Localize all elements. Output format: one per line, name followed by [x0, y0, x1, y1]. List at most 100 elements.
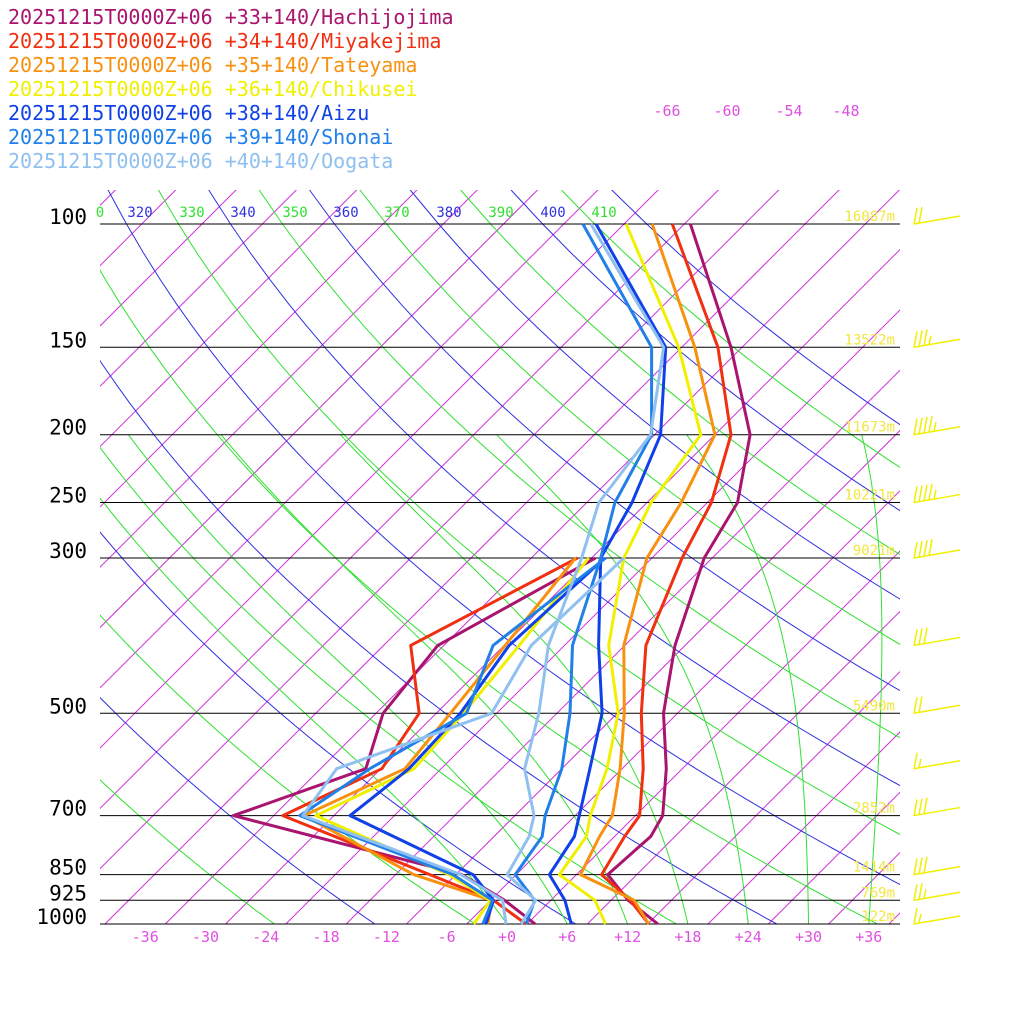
temperature-tick-label: -24	[252, 928, 279, 946]
height-label: 9021m	[853, 543, 895, 559]
temperature-tick-label: +30	[795, 928, 822, 946]
temperature-tick-label: +6	[558, 928, 576, 946]
pressure-label: 500	[49, 694, 87, 718]
isotherm-line	[345, 369, 900, 924]
temperature-tick-label: +0	[498, 928, 516, 946]
moist-adiabat-line	[340, 434, 689, 924]
moist-adiabat-line	[686, 434, 809, 924]
wind-barb	[913, 752, 961, 770]
legend-entry: 20251215T0000Z+06 +39+140/Shonai	[8, 125, 393, 149]
adiabat-line	[100, 269, 879, 924]
temperature-tick-label: -36	[132, 928, 159, 946]
adiabat-line	[208, 190, 900, 787]
theta-label: 410	[591, 205, 616, 221]
upper-temperature-label: -66	[653, 102, 680, 120]
wind-barb	[913, 856, 961, 876]
upper-temperature-label: -60	[713, 102, 740, 120]
theta-labels: 0 320 330 340 350 360 370 380 390 400 410	[96, 205, 617, 221]
upper-temperature-label: -54	[775, 102, 802, 120]
wind-barb	[913, 329, 961, 349]
isotherm-line	[100, 190, 478, 568]
isotherm-line	[285, 309, 900, 924]
isotherm-line	[100, 190, 659, 749]
moist-adiabat-line	[496, 434, 749, 924]
wind-barb	[913, 883, 961, 902]
pressure-label: 1000	[36, 905, 87, 929]
dry-adiabat-lines	[100, 190, 900, 924]
adiabat-line	[460, 190, 900, 556]
isotherm-line	[164, 190, 900, 924]
pressure-label: 700	[49, 797, 87, 821]
temperature-profile	[547, 223, 668, 925]
adiabat-line	[409, 190, 900, 600]
pressure-label: 150	[49, 328, 87, 352]
adiabat-line	[157, 190, 900, 836]
legend-entry: 20251215T0000Z+06 +36+140/Chikusei	[8, 77, 417, 101]
legend-entry: 20251215T0000Z+06 +40+140/Oogata	[8, 149, 393, 173]
adiabat-line	[100, 696, 376, 924]
temperature-profile	[606, 223, 752, 926]
height-label: 16087m	[844, 209, 895, 225]
theta-label: 320	[127, 205, 152, 221]
height-label: 5490m	[853, 698, 895, 714]
temperature-tick-label: -6	[438, 928, 456, 946]
isotherm-line	[100, 190, 599, 689]
wind-barb	[913, 539, 961, 559]
isotherm-line	[526, 550, 900, 924]
adiabat-line	[510, 190, 900, 512]
upper-temperature-label: -48	[832, 102, 859, 120]
temperature-tick-label: -18	[313, 928, 340, 946]
legend: 20251215T0000Z+06 +33+140/Hachijojima202…	[8, 5, 454, 173]
isotherm-line	[707, 731, 900, 924]
moist-adiabat-line	[861, 434, 883, 924]
dewpoint-profile	[301, 556, 625, 925]
isotherm-line	[406, 429, 900, 924]
height-label: 11673m	[844, 420, 895, 436]
theta-label: 330	[179, 205, 204, 221]
wind-barbs	[913, 206, 961, 925]
legend-entry: 20251215T0000Z+06 +33+140/Hachijojima	[8, 5, 454, 29]
height-label: 122m	[861, 909, 895, 925]
isotherm-line	[104, 190, 840, 924]
temperature-tick-label: +36	[855, 928, 882, 946]
temperature-profile	[600, 223, 733, 925]
wind-barb	[913, 483, 961, 504]
adiabat-line	[107, 190, 900, 886]
dewpoint-profile	[302, 557, 577, 925]
theta-label: 360	[333, 205, 358, 221]
theta-label: 350	[282, 205, 307, 221]
theta-label: 340	[230, 205, 255, 221]
dewpoint-profile	[348, 556, 606, 925]
wind-barb	[913, 797, 961, 817]
temperature-tick-label: -12	[373, 928, 400, 946]
isotherm-line	[647, 670, 900, 924]
height-label: 2852m	[853, 801, 895, 817]
height-label: 10221m	[844, 488, 895, 504]
isotherm-line	[100, 190, 780, 870]
moist-adiabat-line	[127, 434, 568, 924]
adiabat-line	[359, 190, 900, 645]
isotherm-line	[587, 610, 900, 924]
adiabat-line	[100, 531, 577, 924]
theta-label: 370	[384, 205, 409, 221]
theta-label: 380	[436, 205, 461, 221]
isotherm-line	[100, 190, 539, 629]
temperature-tick-label: +18	[674, 928, 701, 946]
temperature-profile	[505, 223, 666, 925]
theta-label: 0	[96, 205, 104, 221]
isotherm-line	[100, 190, 720, 810]
dewpoint-profile	[298, 556, 607, 925]
pressure-label: 300	[49, 539, 87, 563]
height-label: 13522m	[844, 332, 895, 348]
legend-entry: 20251215T0000Z+06 +34+140/Miyakejima	[8, 29, 441, 53]
adiabat-line	[100, 614, 477, 924]
temperature-tick-label: +12	[614, 928, 641, 946]
height-label: 1414m	[853, 860, 895, 876]
wind-barb	[913, 206, 961, 225]
wind-barb	[913, 696, 961, 715]
wind-barb	[913, 907, 961, 925]
height-label: 769m	[861, 885, 895, 901]
